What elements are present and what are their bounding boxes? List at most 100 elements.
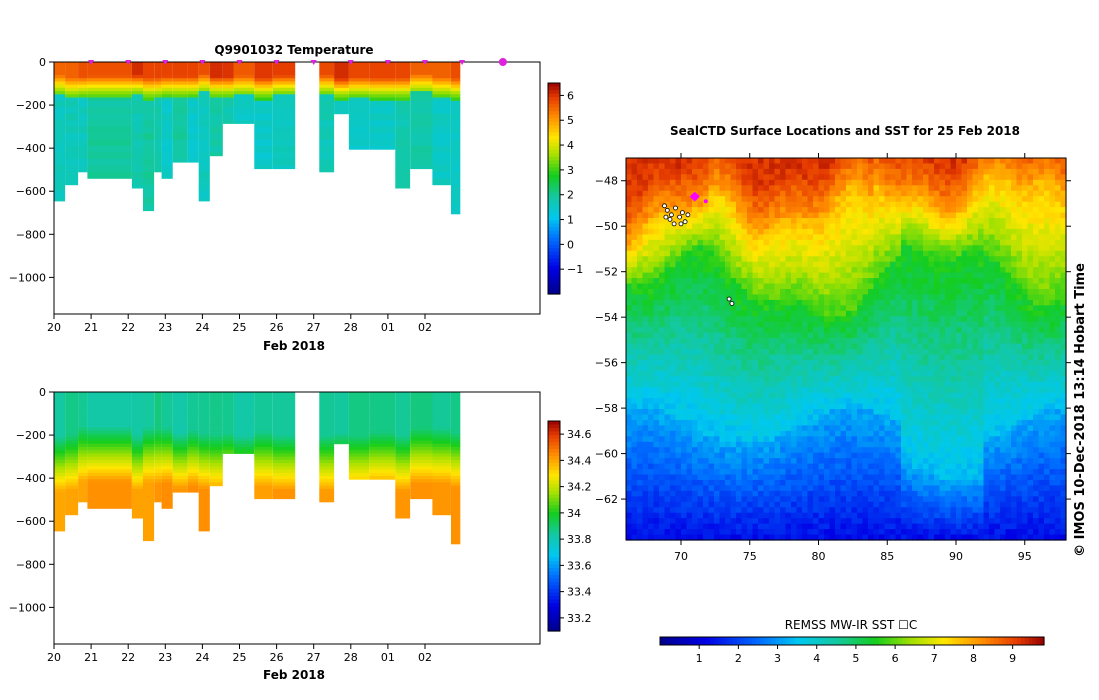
sst-cell: [846, 359, 853, 366]
temperature-cell: [254, 74, 273, 79]
salinity-cell: [233, 408, 255, 412]
sst-cell: [780, 239, 787, 246]
sst-cell: [681, 349, 688, 356]
salinity-cell: [187, 446, 199, 451]
salinity-cell: [254, 401, 273, 406]
sst-cell: [780, 469, 787, 476]
sst-cell: [626, 327, 633, 334]
sst-cell: [829, 201, 836, 208]
temperature-cell: [187, 104, 199, 108]
sst-cell: [648, 168, 655, 175]
temperature-cell: [272, 110, 296, 115]
temperature-cell: [451, 78, 461, 82]
salinity-cell: [233, 440, 255, 445]
salinity-cell: [272, 472, 296, 477]
sst-cell: [769, 463, 776, 470]
temperature-cell: [319, 120, 335, 124]
sst-cell: [664, 387, 671, 394]
sst-cell: [736, 288, 743, 296]
sst-cell: [697, 261, 704, 268]
temperature-cell: [78, 123, 88, 128]
sst-cell: [725, 158, 732, 165]
salinity-cell: [187, 469, 199, 474]
sst-cell: [785, 490, 792, 497]
sst-cell: [785, 174, 792, 181]
temperature-cell: [254, 81, 273, 86]
salinity-cell: [143, 488, 155, 493]
sst-cell: [741, 365, 748, 372]
temperature-cell: [233, 104, 255, 108]
sst-cell: [769, 212, 776, 219]
temperature-cell: [161, 129, 173, 134]
temperature-cell: [187, 97, 199, 102]
temperature-colorbar-swatch: [548, 220, 560, 225]
salinity-cell: [451, 424, 461, 428]
sst-cell: [736, 523, 743, 530]
sst-cell: [802, 179, 809, 186]
sst-cell: [846, 436, 853, 443]
temperature-cell: [143, 100, 155, 105]
sst-cell: [692, 174, 699, 181]
temperature-cell: [319, 97, 335, 102]
x-tick-label: 26: [270, 651, 284, 664]
sst-cell: [725, 414, 732, 421]
sst-cell: [758, 288, 765, 296]
salinity-cell: [209, 430, 223, 435]
sst-cell: [862, 283, 869, 290]
temperature-cell: [410, 136, 433, 140]
salinity-cell: [254, 446, 273, 451]
temperature-cell: [451, 100, 461, 105]
temperature-cell: [54, 184, 66, 189]
salinity-cell: [410, 430, 433, 435]
salinity-cell: [172, 453, 188, 458]
sst-cell: [714, 158, 721, 165]
sst-cell: [752, 234, 759, 241]
sst-cell: [741, 452, 748, 459]
sst-cell: [758, 310, 765, 317]
sst-cell: [692, 278, 699, 285]
salinity-cell: [451, 408, 461, 412]
temperature-cell: [172, 152, 188, 157]
sst-cell: [752, 283, 759, 290]
sst-cell: [670, 234, 677, 241]
sst-cell: [774, 250, 781, 257]
salinity-cell: [187, 417, 199, 422]
salinity-cell: [87, 492, 132, 496]
salinity-cell: [319, 459, 335, 464]
sst-cell: [626, 425, 633, 432]
sst-cell: [736, 458, 743, 465]
temperature-cell: [198, 162, 210, 166]
sst-cell: [862, 261, 869, 268]
sst-cell: [675, 316, 682, 323]
salinity-cell: [369, 446, 396, 451]
sst-cell: [846, 447, 853, 454]
sst-cell: [769, 327, 776, 334]
temperature-cell: [348, 129, 370, 134]
sst-cell: [796, 245, 803, 252]
salinity-cell: [432, 463, 451, 467]
sst-cell: [681, 261, 688, 268]
salinity-cell: [451, 427, 461, 432]
sst-cell: [659, 185, 666, 192]
salinity-cell: [154, 398, 162, 403]
sst-cell: [802, 409, 809, 416]
sst-cell: [719, 529, 726, 536]
temperature-cell: [254, 152, 273, 157]
sst-cell: [675, 469, 682, 476]
sst-cell: [719, 168, 726, 175]
salinity-cell: [87, 463, 132, 467]
temperature-cell: [319, 152, 335, 157]
salinity-cell: [172, 482, 188, 487]
sst-cell: [642, 278, 649, 285]
temperature-cell: [395, 104, 411, 108]
sst-cell: [653, 403, 660, 410]
sst-cell: [796, 485, 803, 492]
temperature-cell: [319, 94, 335, 98]
sst-cell: [796, 381, 803, 388]
sst-cell: [774, 441, 781, 448]
sst-cell: [703, 288, 710, 296]
temperature-cell: [348, 116, 370, 121]
sst-cell: [681, 316, 688, 323]
salinity-cell: [161, 424, 173, 428]
sst-cell: [769, 392, 776, 399]
